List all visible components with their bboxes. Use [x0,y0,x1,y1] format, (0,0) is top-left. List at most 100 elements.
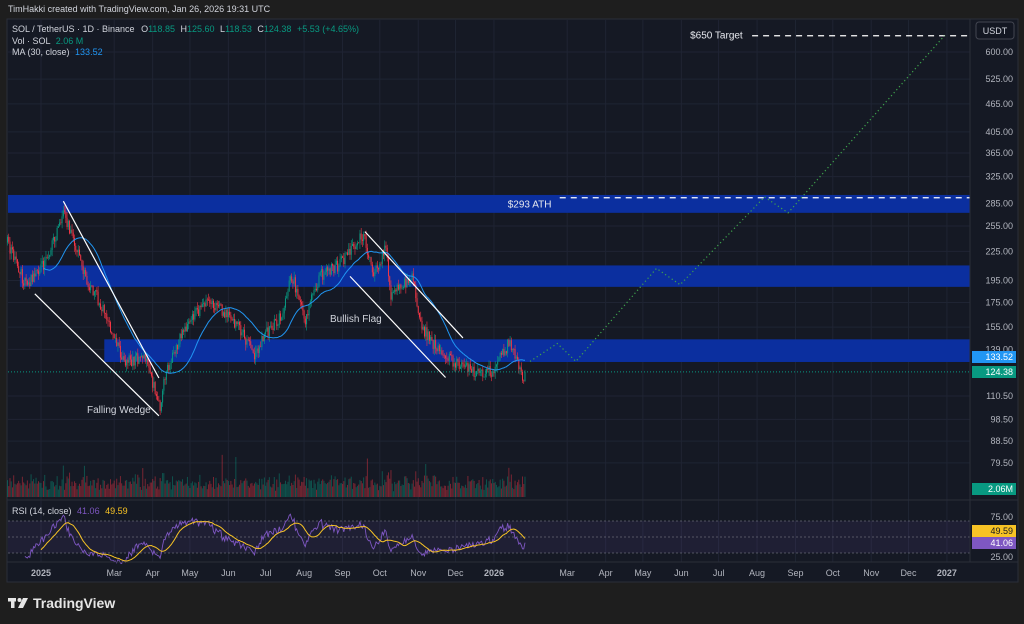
candle-body [107,319,109,322]
candle-body [329,268,331,275]
candle-body [395,289,397,292]
candle-body [483,376,485,378]
candle-body [198,309,200,316]
candle-body [123,356,125,361]
ma-legend[interactable]: MA (30, close) 133.52 [12,47,103,57]
candle-body [432,340,434,349]
candle-body [354,246,356,250]
volume-bar [39,482,41,497]
volume-bar [175,480,177,497]
candle-body [309,301,311,305]
volume-bar [288,475,290,497]
volume-bar [180,481,182,497]
rsi-legend[interactable]: RSI (14, close) 41.06 49.59 [12,506,128,516]
candle-body [468,364,470,372]
candle-body [436,348,438,352]
candle-body [472,366,474,373]
projection-path [529,35,945,363]
volume-bar [348,479,350,497]
volume-bar [378,490,380,497]
volume-bar [368,487,370,497]
time-axis[interactable]: 2025 Mar Apr May Jun Jul Aug Sep Oct Nov Dec 2026 Ma… [31,568,957,578]
candle-body [348,248,350,255]
candle-body [499,352,501,358]
volume-bar [19,483,21,497]
volume-bar [15,484,17,497]
volume-bar [206,489,208,497]
volume-bar [107,483,109,497]
candle-body [471,368,473,373]
candle-body [425,327,427,337]
candle-body [134,355,136,366]
candle-body [185,326,187,332]
price-tick-label: 88.50 [990,436,1013,446]
volume-bar [522,476,524,497]
candle-body [132,356,134,367]
volume-bar [60,486,62,497]
candle-body [248,340,250,342]
candle-body [111,331,113,334]
currency-button[interactable]: USDT [975,21,1015,40]
volume-bar [375,484,377,497]
candle-body [448,353,450,361]
volume-bar [119,476,121,497]
volume-bar [483,489,485,497]
volume-bar [487,487,489,497]
volume-bar [261,478,263,497]
volume-bar [284,480,286,497]
volume-bar [56,476,58,497]
candle-body [90,285,92,291]
candle-body [26,280,28,285]
volume-bar [170,489,172,497]
volume-bar [508,467,510,497]
candle-body [396,284,398,292]
candle-body [268,326,270,337]
ma-price-badge: 133.52 [972,351,1016,363]
trendlines[interactable] [34,35,970,417]
volume-bar [262,484,264,497]
volume-bar [520,486,522,497]
candle-body [428,331,430,341]
candle-body [167,365,169,372]
volume-bar [226,479,228,497]
candle-body [257,348,259,354]
volume-bar [75,483,77,497]
price-axis[interactable]: 600.00 525.00 465.00 405.00 365.00 325.00 285.… [985,47,1013,562]
candle-body [82,266,84,274]
volume-bar [319,484,321,497]
volume-bar [69,472,71,497]
volume-bar [24,483,26,497]
candle-body [28,282,30,285]
candle-body [262,336,264,342]
candle-body [387,258,389,277]
symbol-legend[interactable]: SOL / TetherUS · 1D · Binance O118.85 H1… [12,24,359,34]
candle-body [280,313,282,321]
tradingview-logo[interactable]: TradingView [8,595,115,611]
candle-body [9,241,11,254]
volume-legend[interactable]: Vol · SOL 2.06 M [12,36,83,46]
candle-body [462,362,464,365]
volume-bar [234,478,236,497]
candles[interactable] [6,205,526,416]
volume-bar [466,488,468,497]
candle-body [378,268,380,270]
volume-bar [468,481,470,497]
volume-bar [404,476,406,497]
volume-bar [351,488,353,497]
candle-body [276,319,278,326]
candle-body [10,247,12,254]
volume-bar [446,489,448,497]
candle-body [81,259,83,267]
candle-body [292,281,294,284]
volume-bar [400,486,402,497]
low-value: 118.53 [225,24,252,34]
volume-bar [173,484,175,497]
volume-bar [280,482,282,497]
candle-body [273,319,275,330]
candle-body [39,271,41,275]
candle-body [139,357,141,358]
price-tick-label: 79.50 [990,458,1013,468]
price-tick-label: 255.00 [985,221,1013,231]
volume-bar [427,478,429,497]
